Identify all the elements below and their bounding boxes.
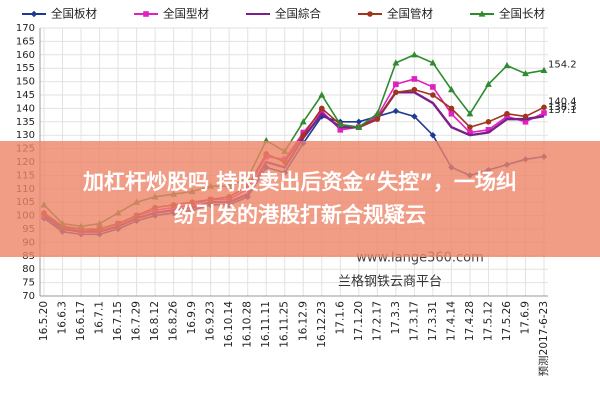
x-tick-label: 16.12.23: [316, 301, 328, 348]
marker: [541, 110, 547, 116]
marker: [503, 61, 511, 69]
x-tick-label: 16.12.9: [297, 301, 309, 341]
x-tick-label: 16.7.29: [131, 301, 143, 341]
marker: [336, 120, 344, 128]
marker: [448, 110, 455, 117]
marker: [467, 124, 473, 130]
y-tick-label: 170: [16, 23, 35, 34]
x-tick-label: 16.8.12: [149, 301, 161, 341]
marker: [485, 119, 492, 125]
marker: [466, 110, 474, 117]
marker: [373, 110, 381, 117]
x-tick-label: 16.9.9: [186, 301, 198, 334]
banner: [0, 141, 600, 257]
marker: [355, 118, 363, 125]
x-tick-label: 16.10.28: [242, 301, 254, 348]
y-tick-label: 155: [16, 63, 35, 74]
marker: [411, 76, 418, 82]
x-tick-label: 17.5.12: [482, 301, 494, 341]
marker: [299, 118, 307, 125]
marker: [355, 123, 363, 130]
marker: [485, 80, 492, 87]
y-tick-label: 160: [16, 50, 35, 61]
legend-label: 全国长材: [499, 7, 545, 21]
marker: [540, 66, 548, 73]
data-label: 140.4: [548, 96, 577, 107]
marker: [337, 127, 344, 133]
x-tick-label: 17.1.20: [353, 301, 365, 341]
x-tick-label: 17.2.17: [371, 301, 383, 341]
x-tick-label: 17.4.14: [445, 301, 457, 341]
data-label: 154.2: [548, 59, 577, 70]
y-tick-label: 130: [16, 130, 35, 141]
x-tick-label: 16.5.20: [38, 301, 50, 341]
x-tick-label: 17.1.6: [334, 301, 346, 335]
marker: [429, 59, 437, 66]
marker: [410, 51, 418, 58]
banner-text: 纷引发的港股打新合规疑云: [174, 203, 426, 227]
y-tick-label: 135: [16, 117, 35, 128]
marker: [522, 119, 529, 125]
marker: [430, 84, 436, 90]
marker: [392, 107, 400, 115]
legend-label: 全国型材: [163, 7, 209, 21]
marker: [467, 129, 473, 136]
marker: [541, 104, 547, 111]
x-tick-label: 预测2017-6-23: [537, 301, 550, 376]
x-tick-label: 17.3.17: [408, 301, 420, 341]
x-tick-label: 17.6.9: [519, 301, 531, 334]
marker: [522, 113, 529, 120]
legend-label: 全国綜合: [275, 7, 321, 21]
marker: [30, 10, 38, 18]
x-tick-label: 16.11.25: [279, 301, 291, 348]
y-tick-label: 150: [16, 77, 35, 88]
x-tick-label: 17.3.3: [390, 301, 402, 334]
data-label: 137.1: [548, 105, 577, 116]
y-tick-label: 80: [22, 264, 35, 275]
x-tick-label: 16.10.14: [223, 301, 235, 348]
banner-text: 加杠杆炒股吗 持股卖出后资金“失控”，一场纠: [82, 170, 517, 194]
marker: [393, 81, 399, 88]
x-tick-label: 16.7.15: [112, 301, 124, 341]
marker: [504, 110, 510, 117]
marker: [485, 127, 492, 133]
marker: [448, 86, 455, 93]
y-tick-label: 140: [16, 103, 35, 114]
legend-label: 全国管材: [387, 7, 433, 21]
x-tick-label: 16.7.1: [94, 301, 106, 334]
marker: [143, 11, 149, 17]
y-tick-label: 165: [16, 36, 35, 47]
marker: [318, 91, 326, 98]
x-tick-label: 17.5.26: [501, 301, 513, 341]
x-tick-label: 16.9.23: [205, 301, 217, 341]
x-tick-label: 16.6.3: [57, 301, 69, 334]
x-tick-label: 17.3.31: [427, 301, 439, 341]
marker: [522, 69, 529, 77]
marker: [300, 132, 307, 138]
y-tick-label: 75: [22, 278, 35, 289]
marker: [411, 86, 418, 93]
watermark: 兰格钢铁云商平台: [338, 274, 442, 290]
marker: [367, 11, 373, 17]
x-tick-label: 16.6.17: [75, 301, 87, 341]
y-tick-label: 70: [22, 291, 35, 302]
marker: [478, 10, 486, 17]
marker: [411, 113, 418, 120]
x-tick-label: 16.11.11: [260, 301, 272, 348]
marker: [392, 59, 400, 66]
x-tick-label: 16.8.26: [168, 301, 180, 341]
legend-label: 全国板材: [51, 7, 97, 21]
x-tick-label: 17.4.28: [464, 301, 476, 341]
marker: [448, 105, 455, 112]
marker: [374, 116, 381, 122]
marker: [393, 89, 399, 96]
marker: [318, 105, 325, 112]
marker: [430, 92, 436, 98]
data-label: 138.3: [548, 102, 577, 113]
marker: [429, 132, 437, 139]
y-tick-label: 145: [16, 90, 35, 101]
